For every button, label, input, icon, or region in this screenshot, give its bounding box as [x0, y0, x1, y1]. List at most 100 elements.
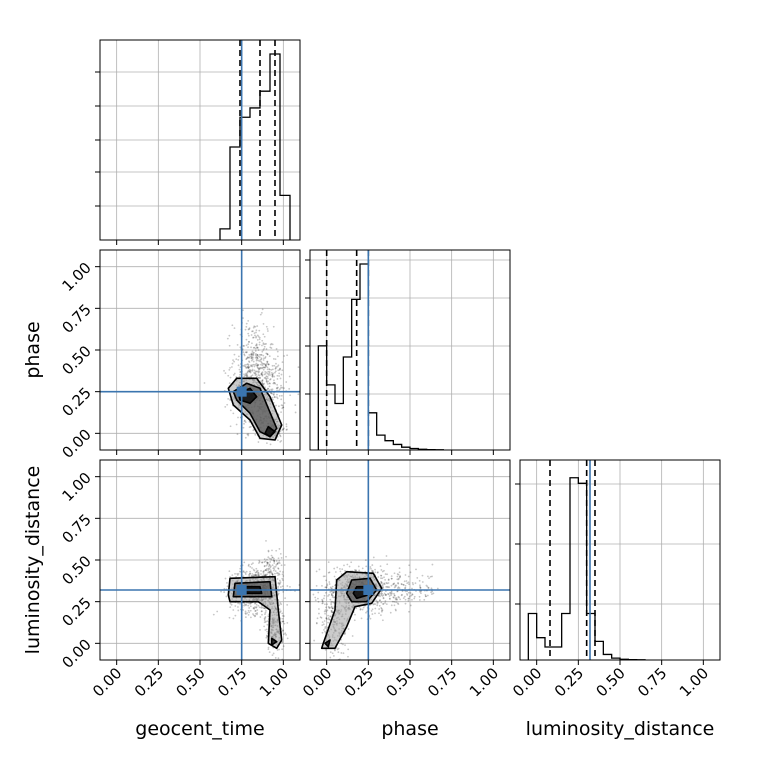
sample-point	[280, 411, 282, 413]
sample-point	[282, 621, 284, 623]
sample-point	[245, 616, 247, 618]
sample-point	[259, 356, 261, 358]
sample-point	[266, 380, 268, 382]
y-tick-label: 0.25	[58, 384, 94, 420]
sample-point	[226, 404, 228, 406]
sample-point	[258, 364, 260, 366]
sample-point	[276, 375, 278, 377]
y-tick-label: 0.25	[58, 594, 94, 630]
sample-point	[238, 364, 240, 366]
sample-point	[281, 648, 283, 650]
sample-point	[298, 366, 300, 368]
sample-point	[377, 572, 379, 574]
sample-point	[386, 583, 388, 585]
sample-point	[282, 591, 284, 593]
sample-point	[261, 345, 263, 347]
sample-point	[225, 372, 227, 374]
sample-point	[236, 424, 238, 426]
sample-point	[243, 561, 245, 563]
sample-point	[270, 378, 272, 380]
sample-point	[430, 591, 432, 593]
sample-point	[269, 564, 271, 566]
sample-point	[285, 381, 287, 383]
sample-point	[233, 618, 235, 620]
sample-point	[243, 605, 245, 607]
quantile-lines	[550, 460, 595, 660]
sample-point	[277, 649, 279, 651]
sample-point	[326, 603, 328, 605]
sample-point	[258, 349, 260, 351]
sample-point	[333, 655, 335, 657]
sample-point	[380, 607, 382, 609]
sample-point	[267, 648, 269, 650]
histogram-step	[220, 54, 290, 240]
sample-point	[336, 567, 338, 569]
sample-point	[251, 354, 253, 356]
sample-point	[255, 610, 257, 612]
sample-point	[408, 592, 410, 594]
sample-point	[246, 376, 248, 378]
sample-point	[319, 569, 321, 571]
sample-point	[377, 576, 379, 578]
sample-point	[273, 570, 275, 572]
sample-point	[258, 371, 260, 373]
sample-point	[340, 643, 342, 645]
sample-point	[246, 374, 248, 376]
sample-point	[372, 608, 374, 610]
sample-point	[252, 429, 254, 431]
sample-point	[237, 468, 239, 470]
sample-point	[269, 386, 271, 388]
sample-point	[282, 573, 284, 575]
sample-point	[381, 611, 383, 613]
sample-point	[279, 580, 281, 582]
truth-marker	[237, 387, 247, 397]
sample-point	[271, 375, 273, 377]
sample-point	[258, 562, 260, 564]
sample-point	[386, 603, 388, 605]
histogram-bin	[250, 108, 260, 240]
sample-point	[323, 629, 325, 631]
panel-luminosity-distance-hist	[520, 460, 720, 660]
sample-point	[280, 378, 282, 380]
x-tick-label: 0.50	[592, 664, 628, 700]
sample-point	[395, 610, 397, 612]
sample-point	[259, 344, 261, 346]
sample-point	[331, 610, 333, 612]
sample-point	[260, 373, 262, 375]
sample-point	[245, 326, 247, 328]
sample-point	[263, 359, 265, 361]
sample-point	[385, 573, 387, 575]
sample-point	[419, 586, 421, 588]
sample-point	[263, 573, 265, 575]
sample-point	[318, 613, 320, 615]
sample-point	[264, 558, 266, 560]
sample-point	[261, 380, 263, 382]
sample-point	[282, 575, 284, 577]
sample-point	[282, 405, 284, 407]
sample-point	[250, 605, 252, 607]
sample-point	[257, 360, 259, 362]
sample-point	[272, 559, 274, 561]
sample-point	[324, 611, 326, 613]
sample-point	[248, 335, 250, 337]
sample-point	[354, 619, 356, 621]
sample-point	[288, 388, 290, 390]
sample-point	[431, 587, 433, 589]
sample-point	[365, 559, 367, 561]
sample-point	[413, 598, 415, 600]
sample-point	[286, 429, 288, 431]
x-tick-label: 0.50	[172, 664, 208, 700]
sample-point	[247, 435, 249, 437]
sample-point	[259, 606, 261, 608]
sample-point	[243, 351, 245, 353]
sample-point	[419, 580, 421, 582]
sample-point	[283, 645, 285, 647]
sample-point	[252, 369, 254, 371]
sample-point	[332, 669, 334, 671]
sample-point	[284, 402, 286, 404]
sample-point	[264, 617, 266, 619]
x-tick-label: 0.75	[214, 664, 250, 700]
sample-point	[391, 604, 393, 606]
sample-point	[392, 601, 394, 603]
sample-point	[325, 607, 327, 609]
